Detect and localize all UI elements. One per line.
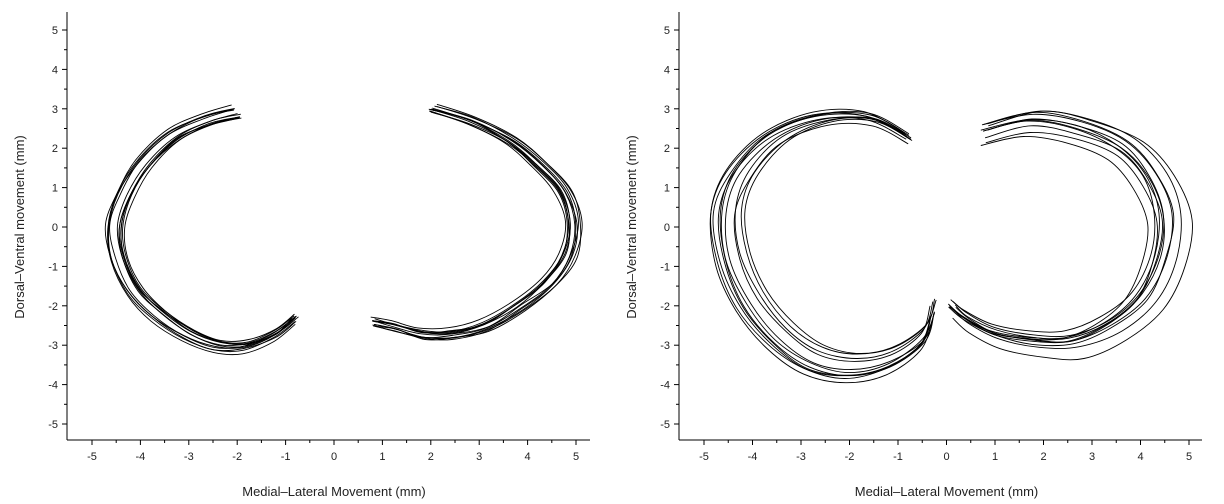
y-tick-label: 5 (52, 25, 58, 37)
x-tick-label: -2 (232, 451, 242, 463)
right-plot-panel: -5 -4 -3 -2 -1 0 1 2 3 4 5 -5 -4 -3 -2 -1 0 1 2 3 4 5 Medial–L… (612, 0, 1224, 504)
trace-line (374, 103, 583, 340)
axes: -5 -4 -3 -2 -1 0 1 2 3 4 5 -5 -4 -3 -2 -1 0 1 2 3 4 5 Medial–L… (624, 12, 1202, 499)
x-tick-label: 3 (1089, 451, 1095, 463)
x-tick-label: 4 (525, 451, 531, 463)
trace-line (118, 113, 297, 346)
y-tick-label: 0 (664, 222, 670, 234)
trace-line (724, 116, 935, 370)
trace-line (373, 108, 571, 334)
trace-line (950, 120, 1156, 333)
trace-line (373, 108, 578, 341)
y-tick-label: -3 (48, 340, 58, 352)
y-tick-label: -4 (48, 380, 58, 392)
x-axis-title: Medial–Lateral Movement (mm) (242, 484, 426, 499)
trace-line (734, 116, 934, 359)
x-tick-label: 1 (992, 451, 998, 463)
y-tick-label: 5 (664, 25, 670, 37)
x-tick-label: 2 (428, 451, 434, 463)
series-trace-bundle (947, 110, 1193, 361)
trace-line (374, 111, 568, 333)
x-tick-label: 2 (1040, 451, 1046, 463)
plot-area (709, 108, 1193, 384)
trace-line (109, 109, 293, 349)
y-tick-label: -2 (660, 301, 670, 313)
y-tick-label: 4 (664, 64, 670, 76)
trace-line (372, 108, 570, 336)
y-axis-title: Dorsal–Ventral movement (mm) (12, 135, 27, 319)
y-tick-label: -4 (660, 380, 670, 392)
trace-line (108, 108, 297, 352)
trace-line (116, 113, 296, 348)
trace-line (372, 107, 577, 339)
x-tick-label: -2 (845, 451, 855, 463)
x-tick-label: 4 (1137, 451, 1143, 463)
x-tick-label: -4 (748, 451, 758, 463)
trace-line (712, 113, 932, 377)
x-tick-label: -5 (699, 451, 709, 463)
x-tick-label: 0 (943, 451, 949, 463)
trace-line (949, 119, 1165, 343)
y-tick-label: -5 (48, 419, 58, 431)
y-tick-label: 4 (52, 64, 58, 76)
trace-line (107, 108, 296, 353)
trace-line (373, 108, 576, 339)
left-plot-svg: -5 -4 -3 -2 -1 0 1 2 3 4 5 -5 -4 -3 -2 -1 0 1 2 3 4 5 Medial–L… (12, 12, 590, 499)
trace-line (950, 136, 1149, 341)
trace-line (717, 116, 932, 376)
y-tick-label: -5 (660, 419, 670, 431)
x-tick-label: 5 (573, 451, 579, 463)
x-tick-label: -5 (87, 451, 97, 463)
y-tick-label: -2 (48, 301, 58, 313)
x-tick-label: -4 (136, 451, 146, 463)
series-trace-bundle (370, 103, 583, 341)
y-tick-label: -1 (48, 261, 58, 273)
y-tick-label: 3 (52, 104, 58, 116)
axes: -5 -4 -3 -2 -1 0 1 2 3 4 5 -5 -4 -3 -2 -1 0 1 2 3 4 5 Medial–L… (12, 12, 590, 499)
trace-line (719, 111, 935, 377)
y-tick-label: -1 (660, 261, 670, 273)
right-plot-svg: -5 -4 -3 -2 -1 0 1 2 3 4 5 -5 -4 -3 -2 -1 0 1 2 3 4 5 Medial–L… (624, 12, 1202, 499)
trace-line (374, 106, 582, 341)
x-axis-title: Medial–Lateral Movement (mm) (855, 484, 1039, 499)
y-tick-label: 1 (664, 183, 670, 195)
y-tick-label: 1 (52, 183, 58, 195)
x-tick-label: -1 (281, 451, 291, 463)
y-tick-label: 0 (52, 222, 58, 234)
trace-line (709, 112, 934, 384)
trace-line (123, 117, 299, 345)
y-tick-label: 2 (664, 143, 670, 155)
y-tick-label: -3 (660, 340, 670, 352)
trace-line (372, 108, 571, 334)
plot-area (104, 103, 583, 356)
trace-line (948, 111, 1175, 347)
series-trace-bundle (104, 104, 299, 356)
trace-line (952, 110, 1182, 349)
x-tick-label: 5 (1186, 451, 1192, 463)
trace-line (121, 116, 295, 342)
trace-line (955, 132, 1158, 343)
x-tick-label: -1 (893, 451, 903, 463)
x-tick-label: 0 (331, 451, 337, 463)
left-plot-panel: -5 -4 -3 -2 -1 0 1 2 3 4 5 -5 -4 -3 -2 -1 0 1 2 3 4 5 Medial–L… (12, 12, 590, 499)
trace-line (744, 118, 936, 354)
trace-line (740, 117, 937, 355)
trace-line (374, 105, 579, 335)
y-axis-title: Dorsal–Ventral movement (mm) (624, 135, 639, 319)
x-tick-label: 1 (379, 451, 385, 463)
trace-line (720, 110, 936, 374)
trace-line (952, 110, 1193, 361)
trace-line (370, 110, 567, 330)
y-tick-label: 3 (664, 104, 670, 116)
trace-line (954, 125, 1164, 340)
trace-line (104, 104, 293, 349)
x-tick-label: 3 (476, 451, 482, 463)
trace-line (107, 108, 296, 356)
x-tick-label: -3 (796, 451, 806, 463)
trace-line (710, 108, 932, 379)
x-tick-label: -3 (184, 451, 194, 463)
trace-line (733, 123, 931, 362)
series-trace-bundle (709, 108, 937, 384)
y-tick-label: 2 (52, 143, 58, 155)
